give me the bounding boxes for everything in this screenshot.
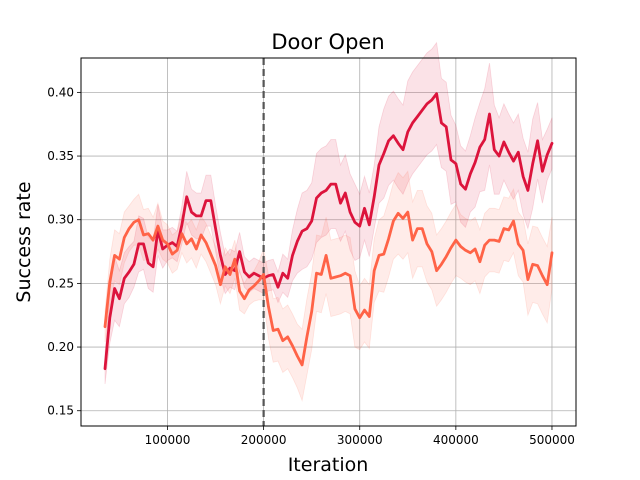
grid <box>81 58 576 426</box>
x-tick-label: 100000 <box>145 433 191 447</box>
y-axis-ticks: 0.15 0.20 0.25 0.30 0.35 0.40 <box>47 85 81 418</box>
series-1-band <box>104 41 553 385</box>
series-lines <box>103 92 554 371</box>
confidence-bands <box>104 41 553 402</box>
y-tick-label: 0.25 <box>47 276 74 290</box>
y-axis-label: Success rate <box>13 181 35 302</box>
series-2-line <box>103 210 554 367</box>
x-axis-ticks: 100000 200000 300000 400000 500000 <box>145 426 575 447</box>
x-axis-label: Iteration <box>288 454 369 476</box>
series-2-band <box>104 170 553 402</box>
y-tick-label: 0.40 <box>47 85 74 99</box>
chart-title: Door Open <box>271 30 384 54</box>
y-tick-label: 0.15 <box>47 404 74 418</box>
x-tick-label: 200000 <box>241 433 287 447</box>
y-tick-label: 0.35 <box>47 149 74 163</box>
x-tick-label: 500000 <box>529 433 575 447</box>
y-tick-label: 0.20 <box>47 340 74 354</box>
series-1-line <box>103 92 554 371</box>
plot-frame <box>80 57 577 427</box>
x-tick-label: 400000 <box>433 433 479 447</box>
x-tick-label: 300000 <box>337 433 383 447</box>
y-tick-label: 0.30 <box>47 213 74 227</box>
